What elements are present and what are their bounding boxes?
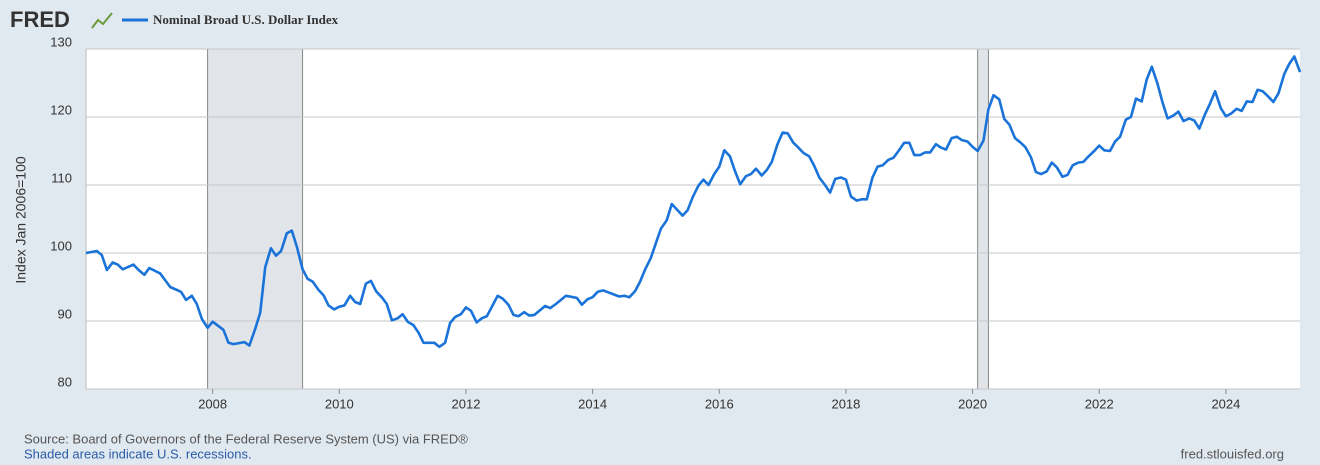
x-tick-label: 2024 [1211, 396, 1240, 411]
y-axis-label: Index Jan 2006=100 [13, 156, 29, 283]
logo-icon [91, 12, 113, 29]
x-tick-label: 2016 [705, 396, 734, 411]
y-tick-label: 80 [58, 374, 72, 389]
y-tick-label: 120 [50, 102, 72, 117]
recession-band [977, 48, 989, 390]
y-tick-label: 110 [51, 170, 72, 185]
y-tick-label: 100 [50, 238, 72, 253]
legend-label: Nominal Broad U.S. Dollar Index [153, 12, 339, 27]
recession-note[interactable]: Shaded areas indicate U.S. recessions. [24, 446, 252, 461]
series-line [85, 55, 1302, 349]
x-tick-label: 2014 [578, 396, 607, 411]
recession-band [207, 48, 304, 390]
x-tick-label: 2022 [1085, 396, 1114, 411]
x-tick-label: 2008 [198, 396, 227, 411]
y-tick-label: 130 [50, 34, 72, 49]
source-note: Source: Board of Governors of the Federa… [24, 431, 468, 446]
x-tick-label: 2018 [831, 396, 860, 411]
x-tick-label: 2020 [958, 396, 987, 411]
x-tick-label: 2012 [452, 396, 481, 411]
y-tick-label: 90 [58, 306, 72, 321]
logo: FRED [10, 7, 70, 32]
source-url[interactable]: fred.stlouisfed.org [1181, 446, 1284, 461]
x-tick-label: 2010 [325, 396, 354, 411]
